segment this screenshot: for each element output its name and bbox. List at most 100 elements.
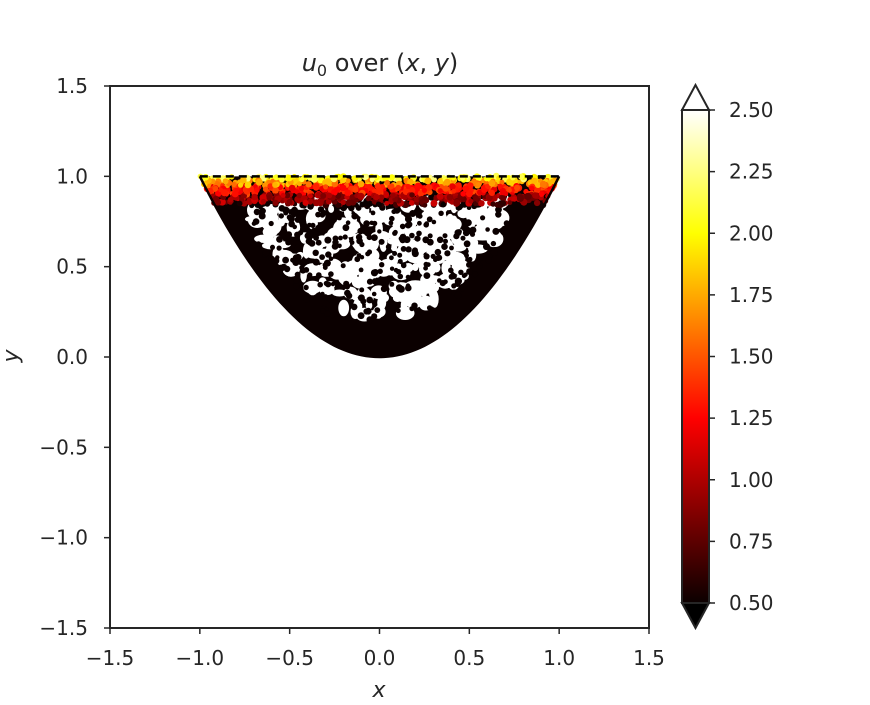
sample-point bbox=[388, 174, 395, 181]
y-tick-label: −0.5 bbox=[39, 435, 88, 459]
sample-point bbox=[371, 291, 377, 297]
sample-point bbox=[430, 199, 438, 207]
gap bbox=[328, 205, 335, 213]
sample-point bbox=[389, 266, 395, 271]
sample-point bbox=[511, 196, 518, 202]
sample-point bbox=[395, 184, 402, 191]
gap bbox=[331, 262, 340, 275]
sample-point bbox=[409, 232, 415, 239]
sample-point bbox=[325, 213, 333, 221]
sample-point bbox=[437, 188, 443, 194]
sample-point bbox=[358, 267, 364, 273]
sample-point bbox=[330, 189, 338, 196]
lower-boundary bbox=[198, 175, 561, 359]
title-comma: , bbox=[419, 49, 434, 77]
sample-point bbox=[237, 182, 244, 188]
gap bbox=[347, 261, 359, 273]
sample-point bbox=[424, 221, 430, 226]
sample-point bbox=[449, 245, 454, 251]
sample-point bbox=[458, 269, 464, 275]
sample-point bbox=[417, 213, 423, 219]
sample-point bbox=[331, 180, 338, 188]
sample-point bbox=[538, 191, 545, 197]
sample-point bbox=[404, 215, 413, 223]
sample-point bbox=[397, 258, 403, 264]
sample-point bbox=[345, 220, 351, 225]
colorbar-tick-label: 0.75 bbox=[729, 529, 774, 553]
sample-point bbox=[320, 291, 325, 297]
sample-point bbox=[466, 261, 473, 268]
sample-point bbox=[319, 186, 325, 192]
sample-point bbox=[409, 192, 415, 198]
sample-point bbox=[297, 181, 302, 187]
sample-point bbox=[322, 262, 328, 268]
sample-point bbox=[349, 194, 356, 200]
y-axis: −1.5 −1.0 −0.5 0.0 0.5 1.0 1.5 bbox=[39, 74, 110, 640]
sample-point bbox=[325, 251, 332, 258]
sample-point bbox=[252, 218, 260, 225]
sample-point bbox=[417, 220, 422, 226]
sample-point bbox=[441, 243, 448, 250]
sample-point bbox=[423, 272, 431, 279]
sample-point bbox=[365, 251, 371, 257]
sample-point bbox=[483, 243, 490, 251]
x-tick-label: 0.5 bbox=[453, 646, 485, 670]
sample-point bbox=[463, 240, 471, 248]
sample-point bbox=[277, 264, 285, 272]
sample-point bbox=[495, 211, 502, 218]
sample-point bbox=[539, 180, 547, 188]
sample-point bbox=[400, 262, 407, 269]
sample-point bbox=[255, 241, 262, 247]
sample-point bbox=[307, 198, 314, 205]
sample-point bbox=[292, 259, 300, 266]
sample-point bbox=[366, 316, 374, 324]
sample-point bbox=[407, 178, 414, 186]
sample-point bbox=[478, 200, 485, 207]
sample-point bbox=[242, 193, 247, 199]
sample-point bbox=[406, 221, 413, 228]
sample-point bbox=[533, 199, 541, 207]
sample-point bbox=[294, 216, 302, 223]
sample-point bbox=[395, 284, 403, 292]
sample-point bbox=[436, 192, 444, 200]
sample-point bbox=[267, 183, 274, 190]
sample-point bbox=[423, 253, 430, 260]
sample-point bbox=[424, 177, 432, 185]
sample-point bbox=[443, 279, 448, 285]
x-tick-label: −1.0 bbox=[176, 646, 225, 670]
sample-point bbox=[253, 208, 261, 216]
sample-point bbox=[330, 176, 338, 183]
sample-point bbox=[500, 195, 507, 202]
sample-point bbox=[451, 188, 457, 194]
gap bbox=[455, 261, 464, 268]
sample-point bbox=[363, 220, 370, 227]
x-tick-label: −1.5 bbox=[86, 646, 135, 670]
sample-point bbox=[262, 186, 269, 193]
sample-point bbox=[466, 205, 472, 210]
sample-point bbox=[377, 229, 382, 234]
sample-point bbox=[268, 220, 274, 227]
sample-point bbox=[317, 281, 324, 288]
colorbar-tick-label: 2.00 bbox=[729, 221, 774, 245]
sample-point bbox=[324, 236, 332, 244]
sample-point bbox=[405, 183, 411, 190]
sample-point bbox=[499, 200, 507, 207]
sample-point bbox=[293, 282, 300, 290]
sample-point bbox=[292, 254, 300, 261]
sample-point bbox=[389, 215, 395, 222]
sample-point bbox=[323, 310, 331, 317]
sample-point bbox=[501, 188, 506, 193]
sample-point bbox=[259, 207, 266, 215]
sample-point bbox=[366, 195, 372, 201]
sample-point bbox=[290, 210, 298, 218]
sample-point bbox=[360, 298, 367, 305]
sample-point bbox=[337, 215, 342, 221]
sample-point bbox=[453, 233, 460, 240]
sample-point bbox=[272, 187, 280, 194]
sample-point bbox=[294, 244, 301, 251]
sample-point bbox=[466, 268, 473, 275]
sample-point bbox=[369, 176, 375, 183]
sample-point bbox=[236, 200, 243, 207]
sample-point bbox=[294, 236, 299, 241]
sample-point bbox=[480, 215, 486, 221]
